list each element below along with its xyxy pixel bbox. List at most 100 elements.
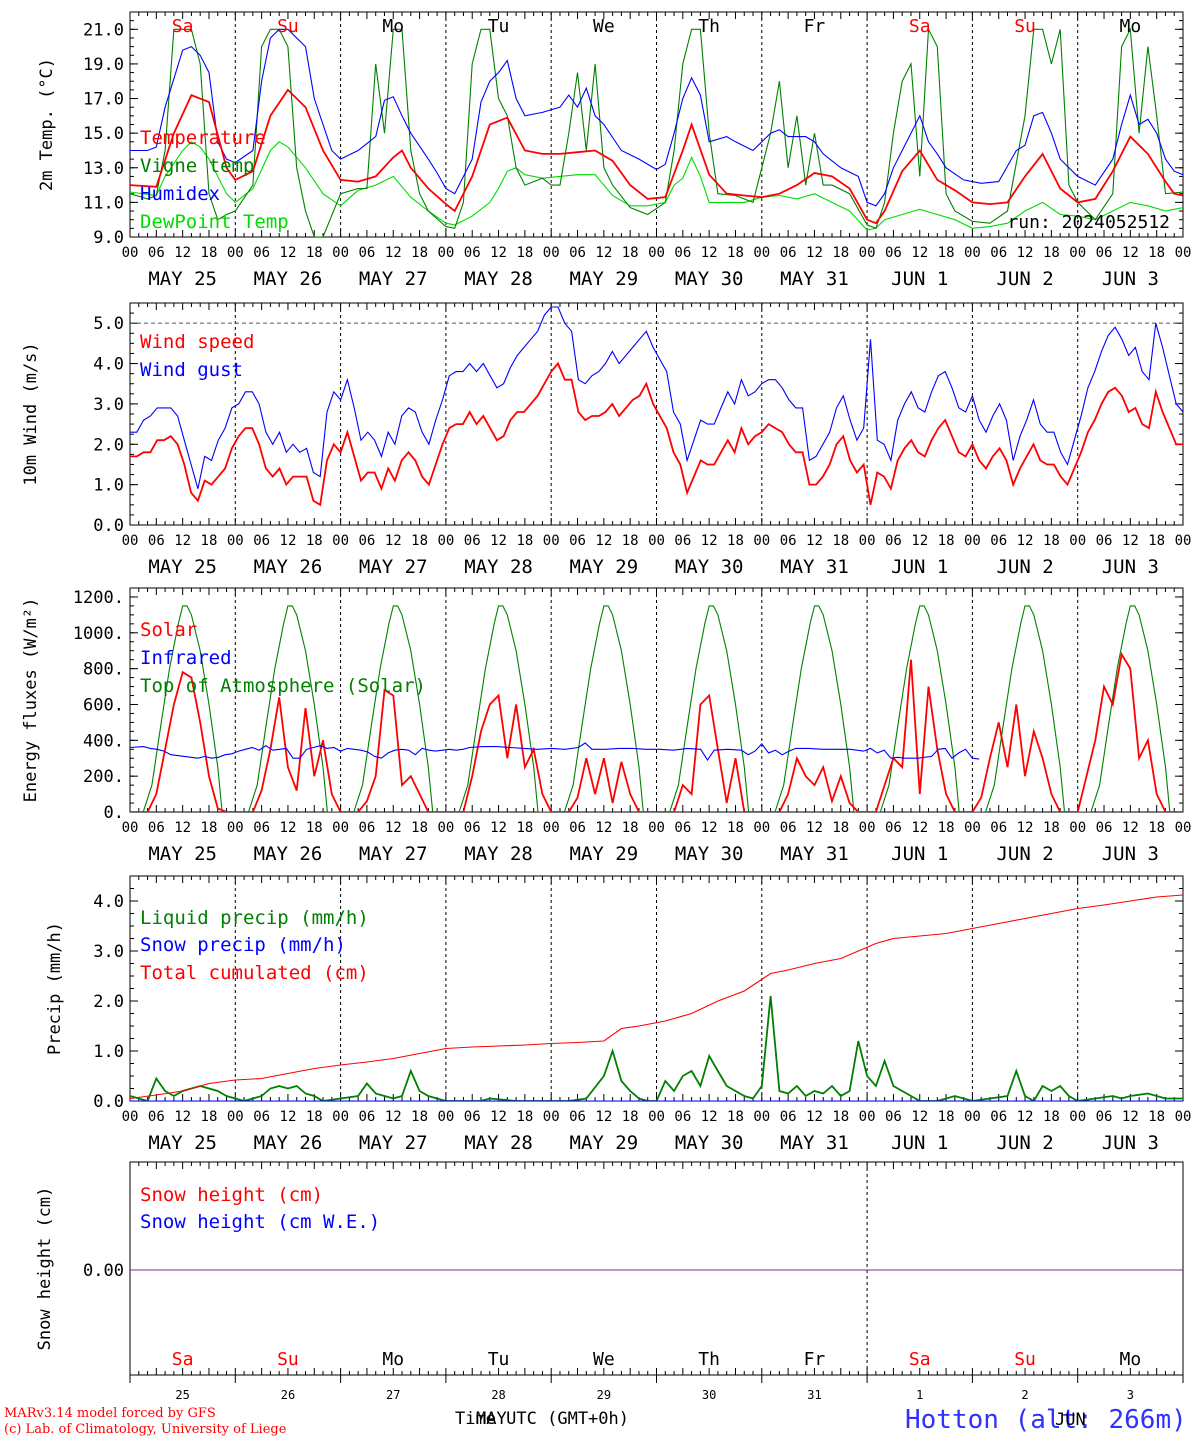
y-tick-label: 200. [83, 767, 124, 787]
x-hour-label: 18 [1043, 245, 1060, 261]
x-hour-label: 18 [1043, 1109, 1060, 1125]
x-date-label: MAY 27 [359, 556, 428, 578]
x-hour-label: 00 [437, 533, 454, 549]
y-tick-label: 2.0 [93, 435, 124, 455]
run-annotation: run: 2024052512 [1007, 212, 1170, 233]
x-date-label: JUN 1 [891, 843, 948, 865]
y-tick-label: 21.0 [83, 20, 124, 40]
x-hour-label: 12 [595, 533, 612, 549]
x-hour-label: 00 [964, 820, 981, 836]
y-tick-label: 400. [83, 731, 124, 751]
x-date-label: JUN 1 [891, 556, 948, 578]
x-hour-label: 18 [727, 1109, 744, 1125]
x-hour-label: 00 [753, 533, 770, 549]
x-hour-label: 18 [938, 245, 955, 261]
x-hour-label: 12 [1017, 820, 1034, 836]
panel-1: 9.0 11.0 13.0 15.0 17.0 19.0 21.0 2m Temp. (°C)… [37, 11, 1191, 290]
x-hour-label: 06 [253, 1109, 270, 1125]
legend-entry: Liquid precip (mm/h) [140, 907, 369, 929]
x-hour-label: 00 [648, 533, 665, 549]
x-hour-label: 12 [911, 820, 928, 836]
x-date-label: JUN 1 [891, 1132, 948, 1154]
x-hour-label: 06 [1096, 245, 1113, 261]
x-hour-label: 12 [280, 820, 297, 836]
x-hour-label: 12 [174, 533, 191, 549]
y-tick-label: 600. [83, 695, 124, 715]
x-hour-label: 00 [753, 1109, 770, 1125]
x-hour-label: 06 [885, 1109, 902, 1125]
x-hour-label: 06 [780, 533, 797, 549]
day-number-label: 3 [1127, 1388, 1134, 1402]
x-hour-label: 06 [464, 533, 481, 549]
x-hour-label: 18 [516, 245, 533, 261]
x-date-label: MAY 26 [254, 268, 323, 290]
x-hour-label: 12 [701, 1109, 718, 1125]
x-hour-label: 18 [516, 820, 533, 836]
x-hour-label: 18 [832, 820, 849, 836]
x-hour-label: 18 [622, 820, 639, 836]
x-hour-label: 00 [859, 533, 876, 549]
day-number-label: 1 [916, 1388, 923, 1402]
series-line-wind-speed [130, 361, 1183, 507]
x-date-label: MAY 27 [359, 1132, 428, 1154]
x-hour-label: 00 [964, 533, 981, 549]
x-date-label: MAY 26 [254, 556, 323, 578]
legend-entry: Humidex [140, 183, 220, 205]
x-hour-label: 18 [832, 533, 849, 549]
x-hour-label: 18 [1043, 820, 1060, 836]
weekday-label: Th [698, 1349, 720, 1370]
x-hour-label: 00 [859, 820, 876, 836]
x-hour-label: 12 [174, 1109, 191, 1125]
x-hour-label: 18 [516, 1109, 533, 1125]
x-hour-label: 00 [859, 245, 876, 261]
x-hour-label: 12 [701, 820, 718, 836]
x-hour-label: 00 [753, 245, 770, 261]
x-hour-label: 06 [674, 533, 691, 549]
x-hour-label: 12 [1122, 533, 1139, 549]
x-hour-label: 18 [727, 820, 744, 836]
credit-line-2: (c) Lab. of Climatology, University of L… [4, 1422, 287, 1437]
x-hour-label: 00 [859, 1109, 876, 1125]
day-number-label: 2 [1021, 1388, 1028, 1402]
y-tick-label: 15.0 [83, 124, 124, 144]
x-hour-label: 12 [1122, 820, 1139, 836]
x-date-label: MAY 29 [570, 843, 639, 865]
x-hour-label: 00 [1175, 533, 1192, 549]
x-hour-label: 06 [253, 245, 270, 261]
x-date-label: JUN 2 [996, 556, 1053, 578]
weekday-label: Fr [804, 1349, 826, 1370]
x-hour-label: 12 [806, 533, 823, 549]
y-tick-label: 1000. [73, 624, 124, 644]
y-tick-label: 800. [83, 660, 124, 680]
x-date-label: MAY 25 [148, 843, 217, 865]
x-hour-label: 12 [806, 1109, 823, 1125]
series-line-dewpoint-temp [130, 141, 1183, 231]
x-hour-label: 12 [701, 533, 718, 549]
x-date-label: MAY 28 [464, 843, 533, 865]
x-hour-label: 06 [780, 1109, 797, 1125]
legend-entry: Snow height (cm) [140, 1184, 323, 1206]
x-hour-label: 12 [280, 245, 297, 261]
x-date-label: MAY 25 [148, 556, 217, 578]
x-hour-label: 18 [411, 533, 428, 549]
x-hour-label: 12 [280, 533, 297, 549]
x-date-label: MAY 31 [780, 556, 849, 578]
y-tick-label: 13.0 [83, 159, 124, 179]
series-line-liquid-precip-mm-h- [130, 995, 1183, 1101]
x-hour-label: 00 [543, 533, 560, 549]
x-hour-label: 18 [306, 533, 323, 549]
x-hour-label: 00 [648, 1109, 665, 1125]
panel-2: 0.0 1.0 2.0 3.0 4.0 5.0 10m Wind (m/s) Wind spe… [21, 302, 1192, 578]
x-hour-label: 00 [332, 533, 349, 549]
x-hour-label: 00 [1069, 1109, 1086, 1125]
y-axis-label: Snow height (cm) [35, 1187, 55, 1351]
x-hour-label: 06 [780, 245, 797, 261]
x-hour-label: 18 [727, 533, 744, 549]
weekday-label: Mo [382, 1349, 404, 1370]
x-hour-label: 18 [1148, 820, 1165, 836]
x-hour-label: 06 [1096, 533, 1113, 549]
x-hour-label: 00 [964, 245, 981, 261]
y-axis-label: 2m Temp. (°C) [37, 58, 57, 191]
x-hour-label: 18 [938, 820, 955, 836]
weekday-label: Sa [909, 1349, 931, 1370]
